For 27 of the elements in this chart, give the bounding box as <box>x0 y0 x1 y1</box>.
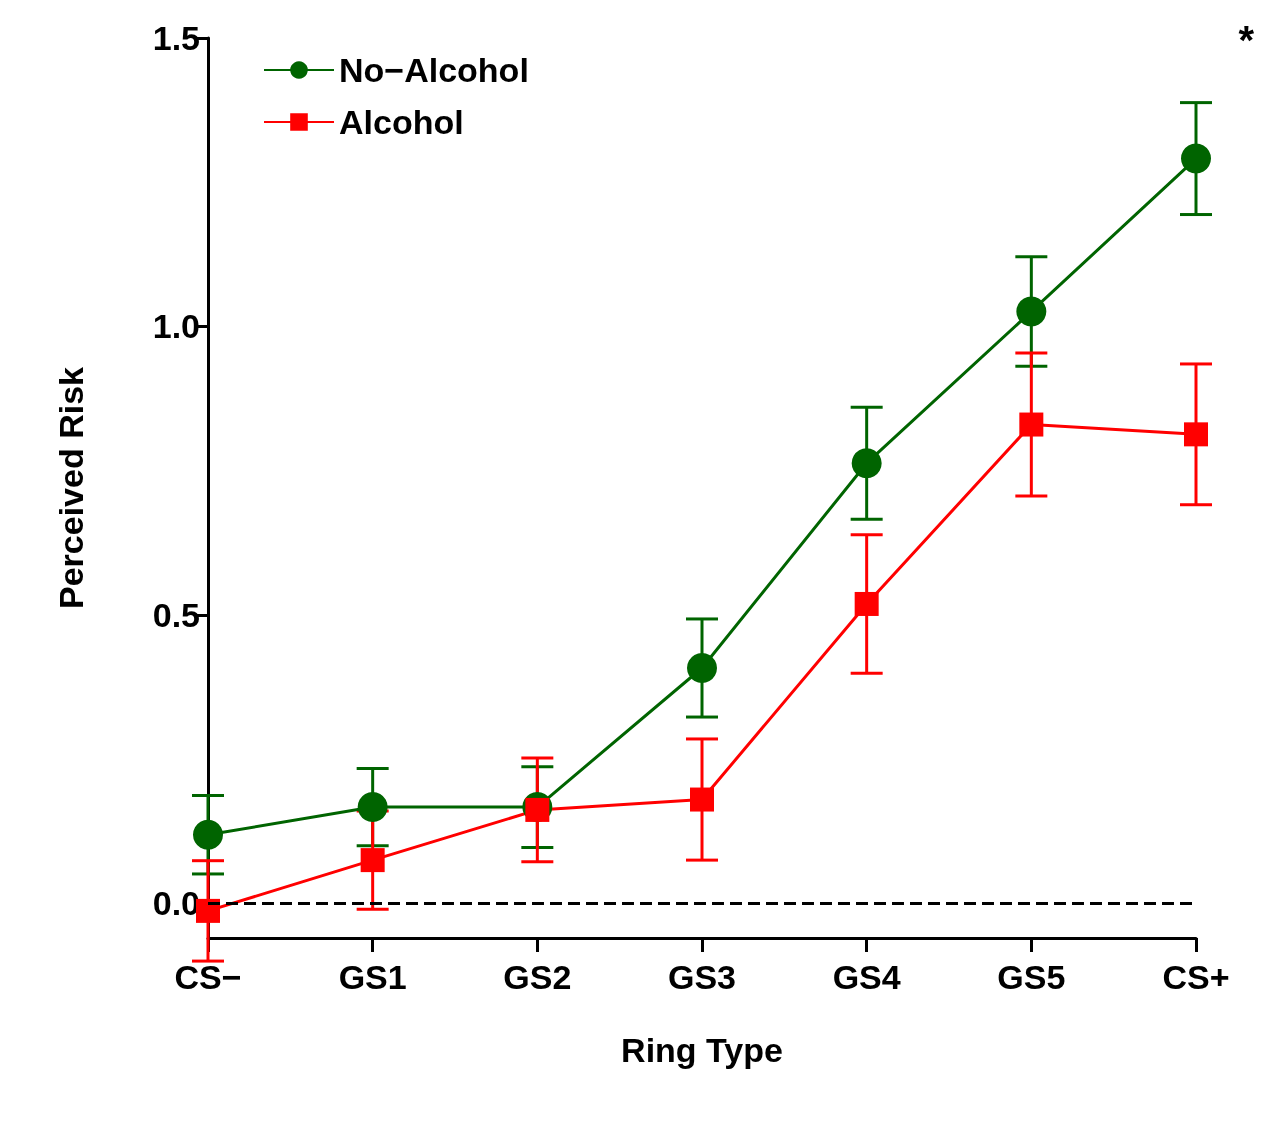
legend-label: No−Alcohol <box>339 51 529 89</box>
y-tick-label: 1.5 <box>152 19 200 57</box>
point <box>690 787 714 812</box>
point <box>1184 422 1208 447</box>
x-tick-label: GS3 <box>667 958 737 996</box>
point <box>854 591 879 616</box>
x-tick-label: CS− <box>174 958 242 996</box>
point <box>687 653 717 683</box>
point <box>851 448 882 479</box>
point <box>1181 143 1211 174</box>
y-axis-title: Perceived Risk <box>52 366 90 609</box>
x-tick-label: CS+ <box>1162 958 1230 996</box>
x-tick-label: GS5 <box>997 958 1066 996</box>
point <box>1016 296 1047 327</box>
point <box>196 898 220 923</box>
x-tick-label: GS1 <box>338 958 407 996</box>
legend-label: Alcohol <box>339 103 464 141</box>
point <box>193 819 223 850</box>
y-tick-label: 1.0 <box>152 307 200 346</box>
x-tick-label: GS4 <box>832 958 901 996</box>
point <box>1019 412 1044 437</box>
point <box>357 792 388 823</box>
point <box>360 848 385 873</box>
x-axis-title: Ring Type <box>621 1031 783 1069</box>
text: * <box>1238 18 1255 62</box>
y-tick-label: 0.5 <box>152 595 200 634</box>
x-tick-label: GS2 <box>503 958 572 996</box>
